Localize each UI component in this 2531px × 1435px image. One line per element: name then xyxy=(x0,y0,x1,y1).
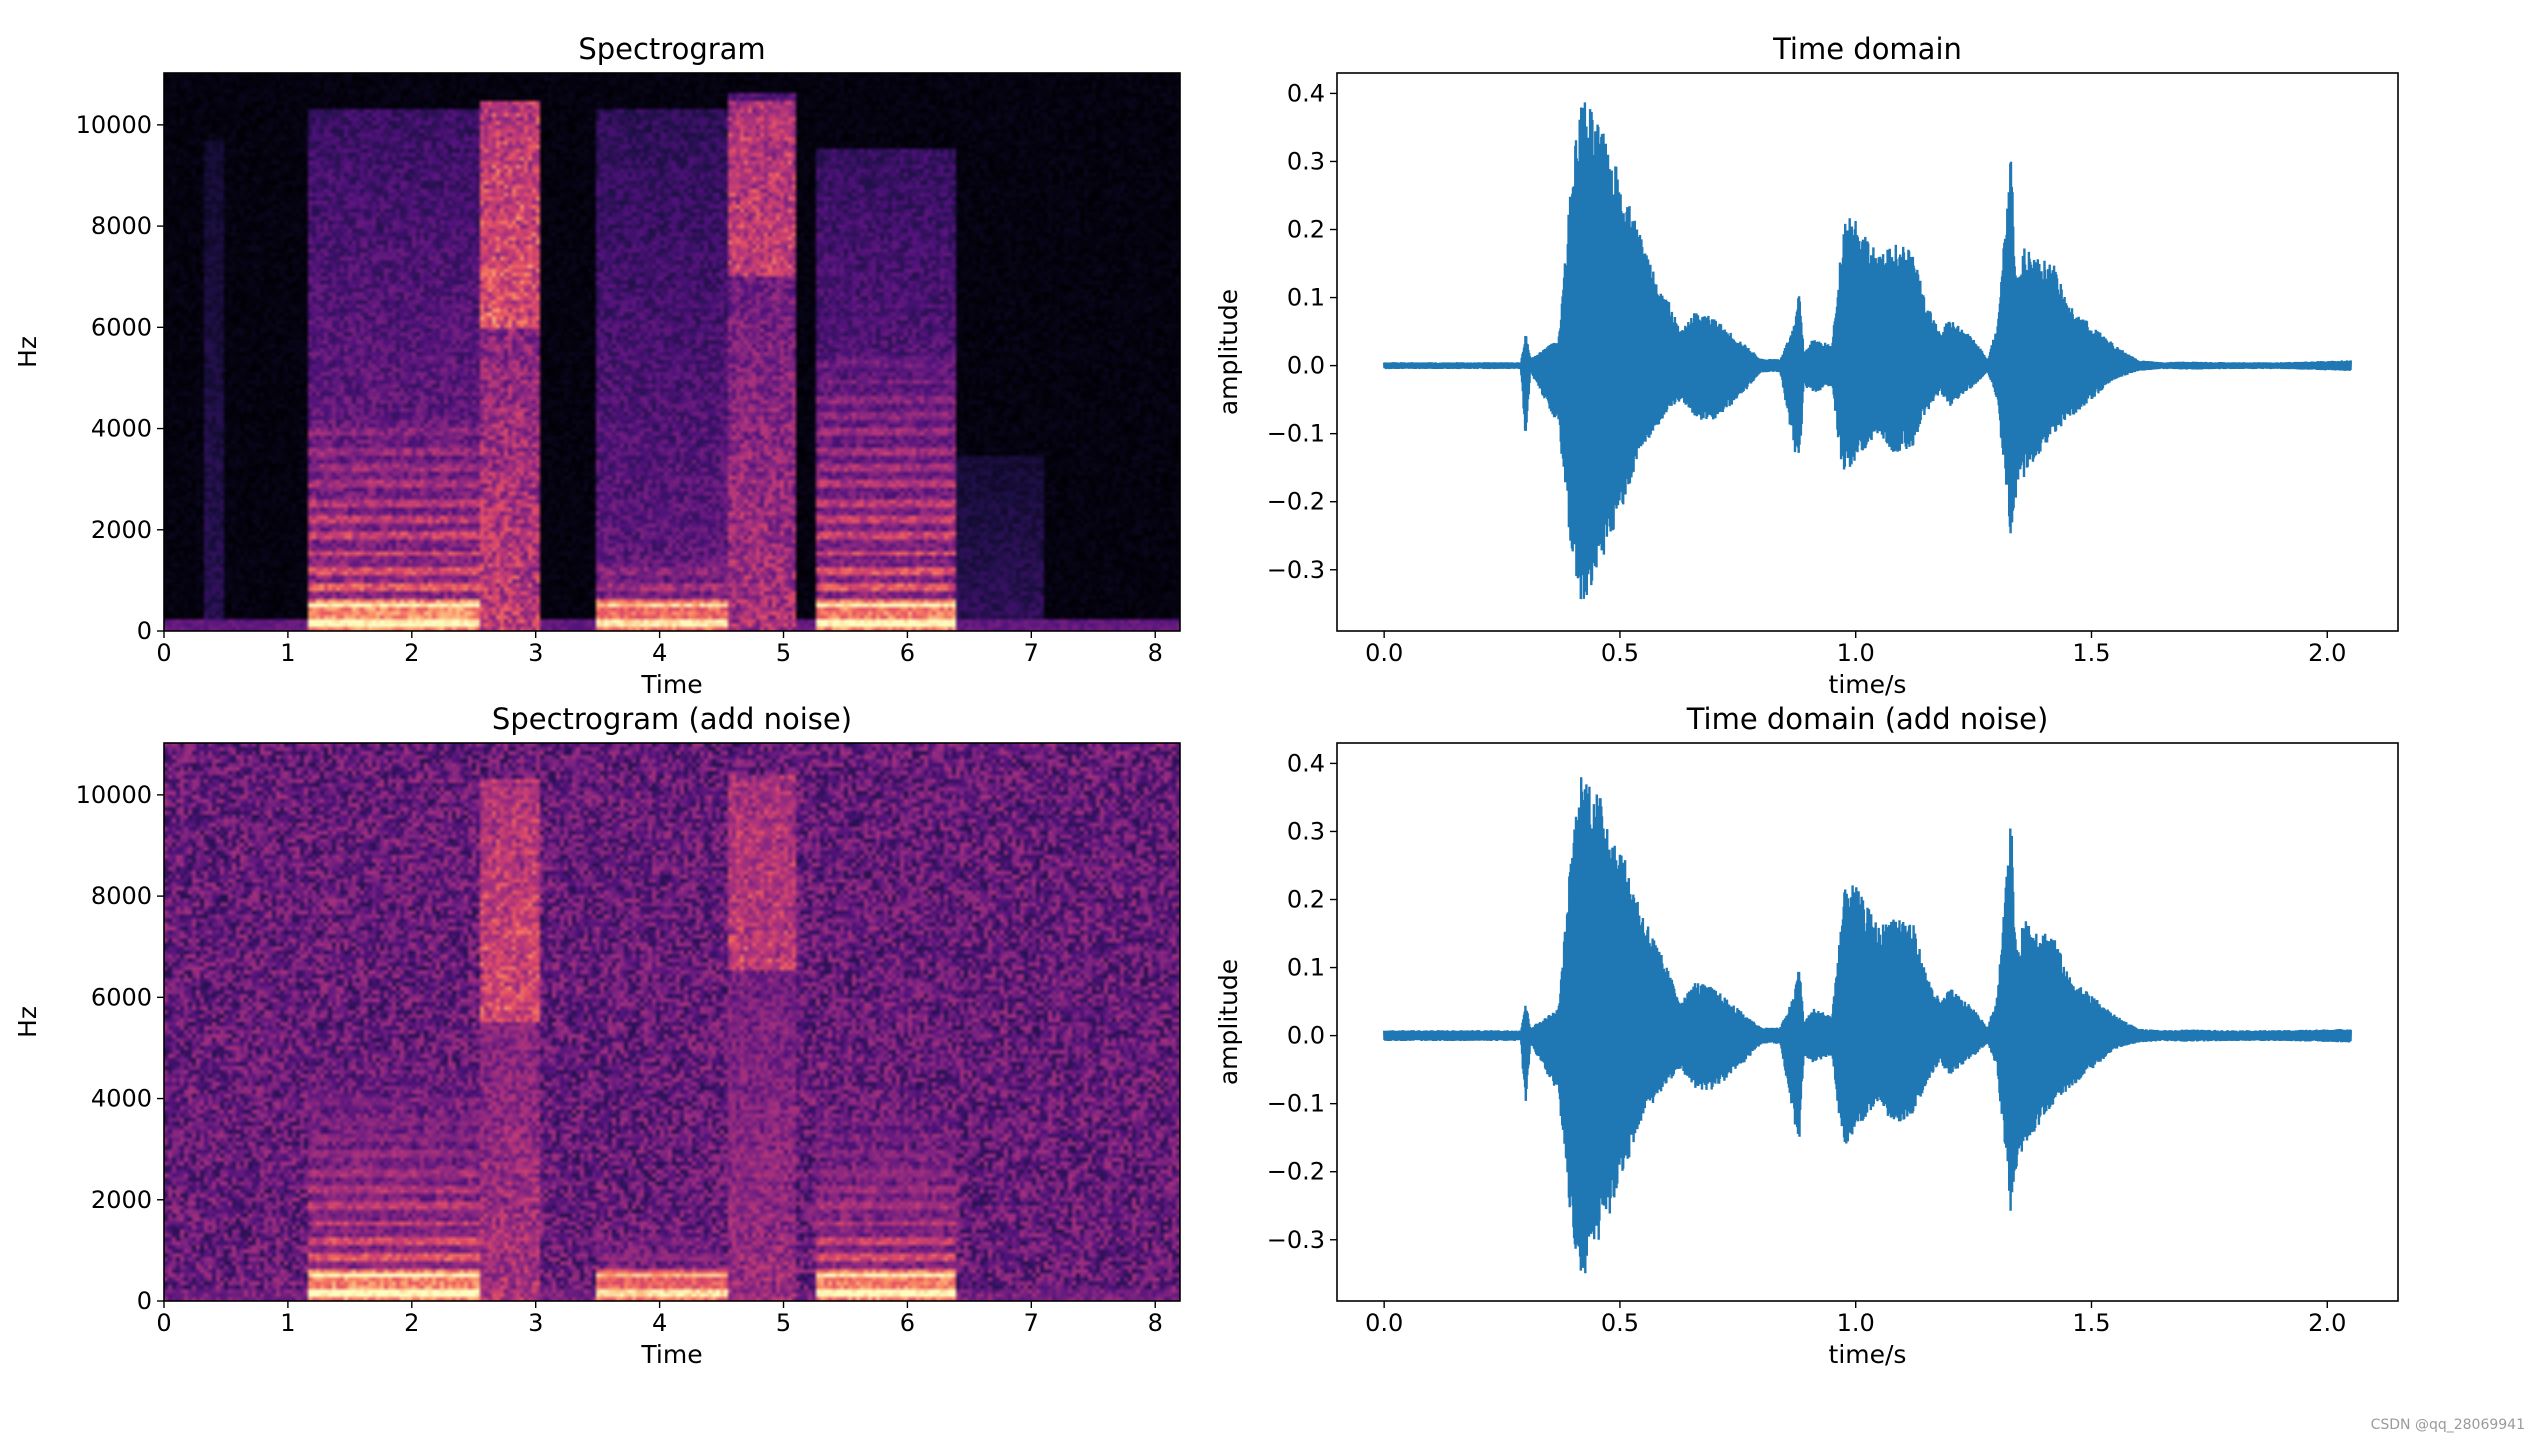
y-tick-label: 2000 xyxy=(91,516,152,544)
x-tick-label: 0.0 xyxy=(1365,1309,1403,1337)
x-tick-label: 2 xyxy=(404,639,419,667)
x-tick-label: 4 xyxy=(652,639,667,667)
plot-frame xyxy=(1336,72,2399,632)
x-axis-label: time/s xyxy=(1829,1340,1907,1369)
y-tick-label: 8000 xyxy=(91,882,152,910)
y-tick-label: 0.1 xyxy=(1287,954,1325,982)
x-tick-label: 7 xyxy=(1024,639,1039,667)
y-tick-label: 6000 xyxy=(91,313,152,341)
y-tick-label: 0 xyxy=(137,617,152,645)
plot-frame xyxy=(163,72,1181,632)
y-tick-label: 0.0 xyxy=(1287,1022,1325,1050)
plot-frame xyxy=(1336,742,2399,1302)
x-tick-label: 1 xyxy=(280,1309,295,1337)
y-tick-label: 0.2 xyxy=(1287,216,1325,244)
x-tick-label: 0 xyxy=(156,639,171,667)
y-axis-label: Hz xyxy=(13,1006,42,1038)
x-tick-label: 6 xyxy=(900,639,915,667)
x-tick-label: 0 xyxy=(156,1309,171,1337)
chart-title: Spectrogram xyxy=(578,32,765,66)
spectrogram-plot: 0 1 2 3 4 5 6 7 8 0 2000 4000 6000 8000 10000 Spectrogr… xyxy=(13,32,1181,699)
x-axis-label: Time xyxy=(640,670,702,699)
y-tick-label: 0.0 xyxy=(1287,352,1325,380)
y-tick-label: 10000 xyxy=(76,111,152,139)
y-axis-label: amplitude xyxy=(1214,289,1243,415)
y-tick-label: 0.2 xyxy=(1287,886,1325,914)
plot-frame xyxy=(163,742,1181,1302)
x-tick-label: 2 xyxy=(404,1309,419,1337)
y-tick-label: −0.1 xyxy=(1267,420,1325,448)
chart-title: Time domain (add noise) xyxy=(1686,702,2049,736)
x-tick-label: 8 xyxy=(1148,639,1163,667)
x-tick-label: 0.0 xyxy=(1365,639,1403,667)
time-domain-plot: 0.0 0.5 1.0 1.5 2.0 −0.3 −0.2 −0.1 0.0 0.1 0.2 0.3 0… xyxy=(1214,702,2399,1369)
x-tick-label: 0.5 xyxy=(1601,1309,1639,1337)
y-tick-label: 0.4 xyxy=(1287,79,1325,107)
x-tick-label: 1.5 xyxy=(2072,1309,2110,1337)
y-tick-label: 8000 xyxy=(91,212,152,240)
y-tick-label: 0.3 xyxy=(1287,817,1325,845)
x-tick-label: 1.0 xyxy=(1837,1309,1875,1337)
x-axis-label: Time xyxy=(640,1340,702,1369)
y-tick-label: 0.4 xyxy=(1287,749,1325,777)
x-tick-label: 0.5 xyxy=(1601,639,1639,667)
x-tick-label: 2.0 xyxy=(2308,1309,2346,1337)
x-tick-label: 1.0 xyxy=(1837,639,1875,667)
y-tick-label: 4000 xyxy=(91,1085,152,1113)
chart-title: Time domain xyxy=(1772,32,1962,66)
spectrogram-plot: 0 1 2 3 4 5 6 7 8 0 2000 4000 6000 8000 10000 Spectrogr… xyxy=(13,702,1181,1369)
x-tick-label: 1 xyxy=(280,639,295,667)
x-tick-label: 7 xyxy=(1024,1309,1039,1337)
watermark: CSDN @qq_28069941 xyxy=(2370,1417,2525,1433)
x-tick-label: 5 xyxy=(776,1309,791,1337)
x-tick-label: 5 xyxy=(776,639,791,667)
y-tick-label: 10000 xyxy=(76,781,152,809)
y-tick-label: −0.2 xyxy=(1267,488,1325,516)
y-axis-label: amplitude xyxy=(1214,959,1243,1085)
time-domain-plot: 0.0 0.5 1.0 1.5 2.0 −0.3 −0.2 −0.1 0.0 0.1 0.2 0.3 0… xyxy=(1214,32,2399,699)
y-tick-label: 4000 xyxy=(91,415,152,443)
y-tick-label: −0.2 xyxy=(1267,1158,1325,1186)
spectrogram-image xyxy=(164,743,1180,1301)
x-tick-label: 3 xyxy=(528,639,543,667)
x-tick-label: 8 xyxy=(1148,1309,1163,1337)
spectrogram-image xyxy=(164,73,1180,631)
y-tick-label: −0.3 xyxy=(1267,1226,1325,1254)
y-tick-label: 6000 xyxy=(91,983,152,1011)
y-tick-label: −0.1 xyxy=(1267,1090,1325,1118)
y-tick-label: −0.3 xyxy=(1267,556,1325,584)
x-tick-label: 6 xyxy=(900,1309,915,1337)
waveform-line xyxy=(1383,777,2352,1274)
x-tick-label: 2.0 xyxy=(2308,639,2346,667)
x-tick-label: 4 xyxy=(652,1309,667,1337)
x-tick-label: 3 xyxy=(528,1309,543,1337)
x-tick-label: 1.5 xyxy=(2072,639,2110,667)
y-tick-label: 0.3 xyxy=(1287,147,1325,175)
chart-title: Spectrogram (add noise) xyxy=(492,702,852,736)
y-axis-label: Hz xyxy=(13,336,42,368)
y-tick-label: 0 xyxy=(137,1287,152,1315)
y-tick-label: 0.1 xyxy=(1287,284,1325,312)
x-axis-label: time/s xyxy=(1829,670,1907,699)
waveform-line xyxy=(1383,102,2352,600)
y-tick-label: 2000 xyxy=(91,1186,152,1214)
